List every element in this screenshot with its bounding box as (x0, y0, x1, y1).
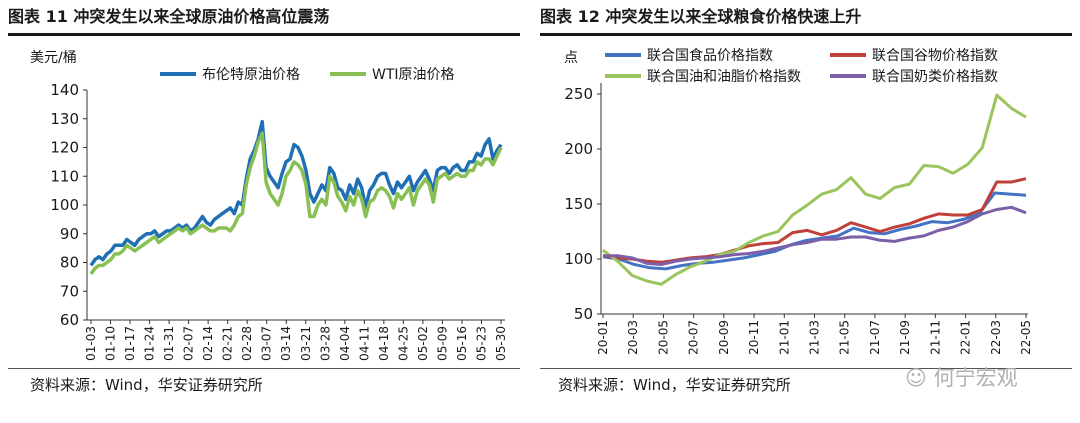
right-y-tick-label: 200 (564, 140, 593, 158)
left-x-tick-label: 03-14 (279, 326, 293, 361)
left-y-tick-label: 80 (60, 254, 79, 272)
wechat-watermark: ☺ 何宁宏观 (905, 362, 1018, 392)
right-y-tick-label: 150 (564, 195, 593, 213)
left-legend-label-1: 布伦特原油价格 (202, 67, 300, 83)
right-x-tick-label: 20-11 (747, 320, 761, 355)
left-y-tick-label: 90 (60, 225, 79, 243)
left-y-tick-label: 120 (50, 139, 79, 157)
right-x-tick-label: 21-09 (898, 320, 912, 355)
left-title-rule (8, 33, 520, 36)
left-y-tick-label: 100 (50, 196, 79, 214)
left-y-tick-label: 130 (50, 110, 79, 128)
right-x-tick-label: 22-03 (989, 320, 1003, 355)
right-x-tick-label: 22-01 (959, 320, 973, 355)
left-x-tick-label: 01-17 (123, 326, 137, 361)
left-x-tick-label: 01-24 (143, 326, 157, 361)
left-x-tick-label: 03-28 (318, 326, 332, 361)
left-y-axis-label: 美元/桶 (30, 50, 77, 66)
left-y-tick-label: 140 (50, 81, 79, 99)
right-title-rule (540, 33, 1072, 36)
right-x-tick-label: 20-03 (626, 320, 640, 355)
left-x-tick-label: 02-14 (201, 326, 215, 361)
left-x-tick-label: 05-16 (455, 326, 469, 361)
left-y-tick-label: 70 (60, 282, 79, 300)
right-legend-label-2: 联合国谷物价格指数 (872, 48, 998, 64)
left-x-tick-label: 02-21 (221, 326, 235, 361)
right-x-tick-label: 21-11 (928, 320, 942, 355)
left-x-tick-label: 02-07 (182, 326, 196, 361)
right-x-tick-label: 22-05 (1019, 320, 1033, 355)
left-x-tick-label: 01-03 (84, 326, 98, 361)
left-source-rule (8, 368, 520, 369)
left-legend-label-2: WTI原油价格 (372, 67, 455, 83)
right-series-line-3 (602, 93, 1027, 286)
right-x-tick-label: 20-09 (717, 320, 731, 355)
right-chart-title: 图表 12 冲突发生以来全球粮食价格快速上升 (540, 7, 862, 26)
right-source-note: 资料来源：Wind，华安证券研究所 (558, 376, 791, 394)
right-y-tick-label: 50 (574, 305, 593, 323)
left-x-tick-label: 05-09 (435, 326, 449, 361)
right-series-line-1 (602, 191, 1027, 271)
left-series-line-1 (89, 119, 503, 267)
right-x-tick-label: 21-01 (777, 320, 791, 355)
left-x-tick-label: 02-28 (240, 326, 254, 361)
left-x-tick-label: 04-04 (338, 326, 352, 361)
left-x-tick-label: 03-21 (299, 326, 313, 361)
watermark-text: 何宁宏观 (933, 366, 1018, 390)
left-x-tick-label: 01-31 (162, 326, 176, 361)
left-line-chart: 美元/桶 60 70 80 90 100 110 120 130 140 01-03 01-10 01-… (30, 50, 508, 361)
right-x-tick-label: 20-05 (656, 320, 670, 355)
right-series-line-4 (603, 205, 1027, 266)
right-x-tick-label: 21-03 (808, 320, 822, 355)
left-x-tick-label: 03-07 (260, 326, 274, 361)
left-chart-title: 图表 11 冲突发生以来全球原油价格高位震荡 (8, 7, 330, 26)
wechat-icon: ☺ (905, 366, 927, 390)
right-legend-label-4: 联合国奶类价格指数 (872, 69, 998, 85)
left-y-tick-label: 60 (60, 311, 79, 329)
right-line-chart: 点 50 100 150 200 250 20-01 20-03 20-05 20-07 20-09… (564, 47, 1033, 355)
right-x-tick-label: 21-07 (868, 320, 882, 355)
right-x-tick-label: 20-07 (687, 320, 701, 355)
left-x-tick-label: 04-11 (357, 326, 371, 361)
right-legend-label-1: 联合国食品价格指数 (647, 47, 773, 64)
left-x-tick-label: 05-02 (416, 326, 430, 361)
left-source-note: 资料来源：Wind，华安证券研究所 (30, 376, 263, 394)
left-series-line-2 (89, 131, 503, 276)
right-y-axis-label: 点 (564, 50, 578, 66)
left-x-tick-label: 05-23 (474, 326, 488, 361)
right-y-tick-label: 250 (564, 85, 593, 103)
right-x-tick-label: 20-01 (596, 320, 610, 355)
left-x-tick-label: 04-25 (396, 326, 410, 361)
right-x-tick-label: 21-05 (838, 320, 852, 355)
left-x-tick-label: 04-18 (377, 326, 391, 361)
left-y-tick-label: 110 (50, 167, 79, 185)
right-source-rule (540, 368, 1072, 369)
right-legend-label-3: 联合国油和油脂价格指数 (647, 69, 801, 85)
left-x-tick-label: 05-30 (494, 326, 508, 361)
left-x-tick-label: 01-10 (104, 326, 118, 361)
right-y-tick-label: 100 (564, 250, 593, 268)
